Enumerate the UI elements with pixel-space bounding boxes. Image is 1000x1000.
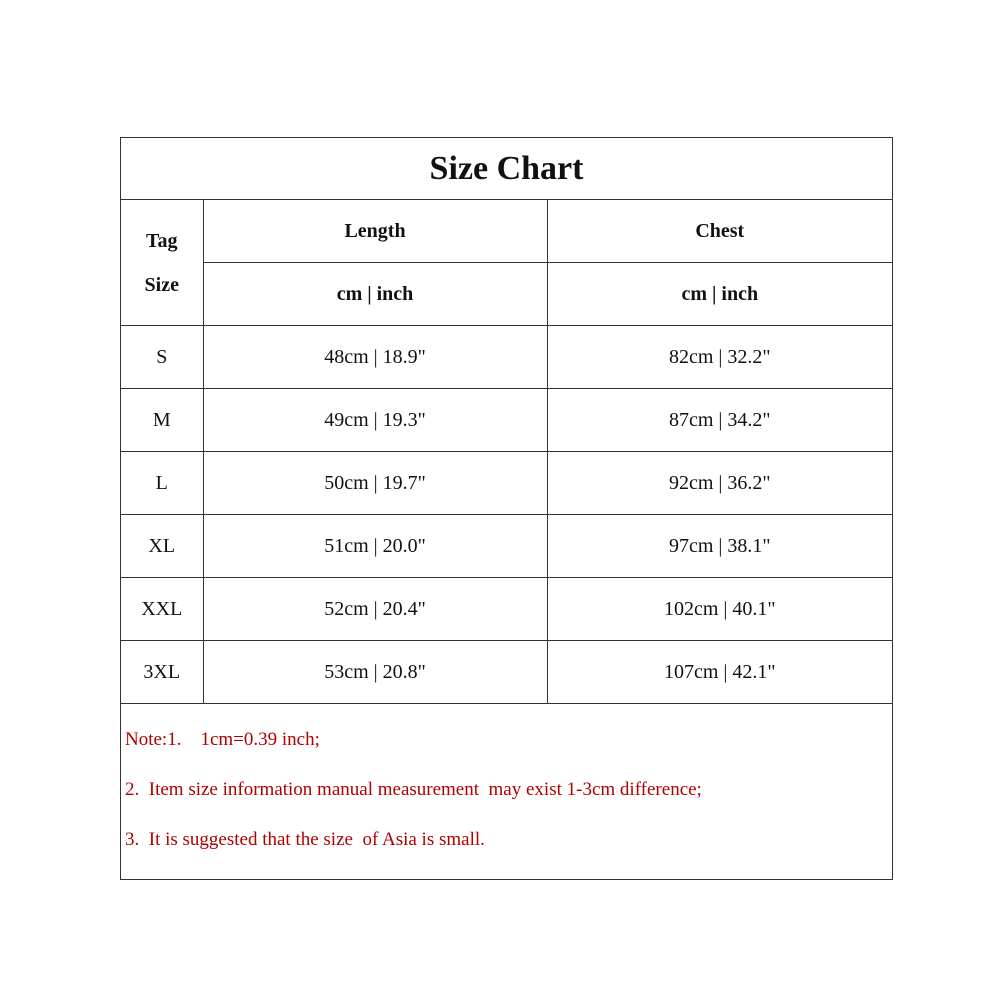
table-row: L 50cm | 19.7" 92cm | 36.2" xyxy=(121,451,893,515)
chart-title: Size Chart xyxy=(121,138,893,200)
tag-size-header: Tag Size xyxy=(121,199,204,326)
length-cell: 53cm | 20.8" xyxy=(202,640,548,704)
length-units: cm | inch xyxy=(202,262,548,326)
tag-label: Tag xyxy=(145,229,178,252)
chest-cell: 92cm | 36.2" xyxy=(546,451,893,515)
chest-cell: 97cm | 38.1" xyxy=(546,514,893,578)
table-row: M 49cm | 19.3" 87cm | 34.2" xyxy=(121,388,893,452)
note-3: 3. It is suggested that the size of Asia… xyxy=(125,829,485,850)
length-cell: 50cm | 19.7" xyxy=(202,451,548,515)
size-cell: L xyxy=(121,451,204,515)
length-cell: 51cm | 20.0" xyxy=(202,514,548,578)
chest-cell: 82cm | 32.2" xyxy=(546,325,893,389)
note-1: Note:1. 1cm=0.39 inch; xyxy=(125,729,320,750)
length-cell: 52cm | 20.4" xyxy=(202,577,548,641)
length-header: Length xyxy=(202,199,548,263)
size-cell: S xyxy=(121,325,204,389)
chest-cell: 87cm | 34.2" xyxy=(546,388,893,452)
size-label: Size xyxy=(144,273,179,296)
chest-cell: 107cm | 42.1" xyxy=(546,640,893,704)
table-row: S 48cm | 18.9" 82cm | 32.2" xyxy=(121,325,893,389)
chest-header: Chest xyxy=(546,199,893,263)
size-cell: M xyxy=(121,388,204,452)
table-row: XL 51cm | 20.0" 97cm | 38.1" xyxy=(121,514,893,578)
note-2: 2. Item size information manual measurem… xyxy=(125,779,702,800)
length-cell: 48cm | 18.9" xyxy=(202,325,548,389)
chest-cell: 102cm | 40.1" xyxy=(546,577,893,641)
size-cell: XXL xyxy=(121,577,204,641)
size-cell: 3XL xyxy=(121,640,204,704)
chest-units: cm | inch xyxy=(546,262,893,326)
table-row: 3XL 53cm | 20.8" 107cm | 42.1" xyxy=(121,640,893,704)
size-cell: XL xyxy=(121,514,204,578)
length-cell: 49cm | 19.3" xyxy=(202,388,548,452)
size-chart-table: Size Chart Tag Size Length Chest cm | in… xyxy=(120,137,893,880)
table-row: XXL 52cm | 20.4" 102cm | 40.1" xyxy=(121,577,893,641)
